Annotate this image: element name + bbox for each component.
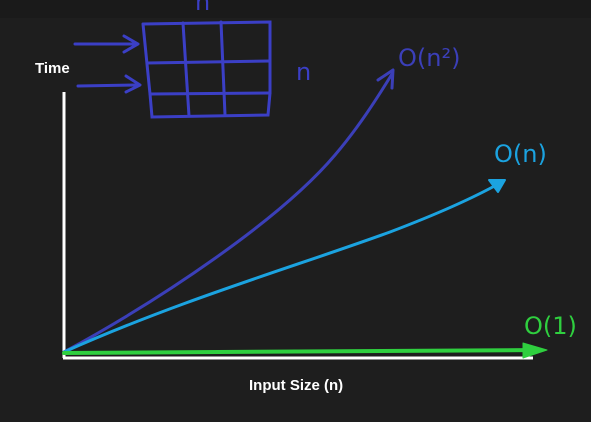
label-constant: O(1) — [524, 312, 577, 340]
arrow-bottom-head — [124, 74, 142, 94]
arrow-bottom — [76, 83, 140, 88]
label-quadratic: O(n²) — [398, 44, 460, 72]
curve-constant — [62, 348, 542, 355]
curve-constant-arrowhead — [522, 342, 548, 359]
arrow-top-head — [122, 34, 140, 54]
curve-quadratic — [62, 72, 394, 354]
curve-linear-arrowhead — [488, 179, 506, 193]
top-band — [0, 0, 591, 18]
curve-quadratic-arrowhead — [376, 68, 395, 90]
grid-input-arrows — [73, 34, 142, 94]
grid-top-label: n — [195, 0, 210, 16]
x-axis-label: Input Size (n) — [249, 377, 344, 394]
grid-sketch — [141, 20, 272, 119]
label-linear: O(n) — [494, 140, 547, 168]
curve-linear — [62, 181, 502, 354]
y-axis-label: Time — [35, 60, 70, 77]
grid-side-label: n — [296, 58, 311, 86]
